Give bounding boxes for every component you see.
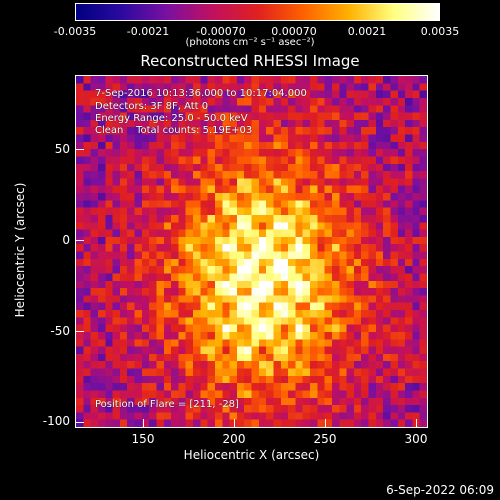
colorbar-tick-label: 0.0035 bbox=[420, 25, 460, 38]
y-tick bbox=[76, 331, 84, 332]
annotation-clean-counts: Clean Total counts: 5.19E+03 bbox=[95, 125, 253, 136]
plot-frame bbox=[75, 75, 428, 428]
colorbar-units: (photons cm⁻² s⁻¹ asec⁻²) bbox=[185, 37, 315, 48]
annotation-flare-position: Position of Flare = [211, -28] bbox=[95, 399, 239, 410]
rhessi-image bbox=[76, 76, 427, 427]
x-tick bbox=[143, 419, 144, 427]
colorbar-tick-label: 0.00070 bbox=[271, 25, 317, 38]
annotation-energy-range: Energy Range: 25.0 - 50.0 keV bbox=[95, 113, 248, 124]
x-tick-label: 150 bbox=[131, 432, 155, 446]
colorbar-tick-label: -0.00070 bbox=[196, 25, 246, 38]
y-tick-label: 0 bbox=[62, 233, 70, 247]
colorbar-tick-label: -0.0035 bbox=[53, 25, 97, 38]
x-axis-title: Heliocentric X (arcsec) bbox=[183, 448, 320, 462]
colorbar bbox=[75, 3, 440, 21]
x-tick-label: 250 bbox=[313, 432, 337, 446]
x-tick-label: 300 bbox=[404, 432, 428, 446]
footer-date: 6-Sep-2022 06:09 bbox=[386, 483, 494, 497]
y-tick-label: 50 bbox=[54, 142, 70, 156]
y-tick-label: -100 bbox=[42, 414, 70, 428]
x-tick bbox=[234, 419, 235, 427]
annotation-detectors: Detectors: 3F 8F, Att 0 bbox=[95, 101, 209, 112]
x-tick bbox=[416, 419, 417, 427]
colorbar-tick-label: 0.0021 bbox=[347, 25, 387, 38]
annotation-time-range: 7-Sep-2016 10:13:36.000 to 10:17:04.000 bbox=[95, 88, 307, 99]
colorbar-tick-label: -0.0021 bbox=[126, 25, 170, 38]
x-tick-label: 200 bbox=[222, 432, 246, 446]
y-axis-title: Heliocentric Y (arcsec) bbox=[13, 182, 27, 318]
y-tick-label: -50 bbox=[50, 324, 70, 338]
image-title: Reconstructed RHESSI Image bbox=[140, 52, 360, 70]
y-tick bbox=[76, 240, 84, 241]
y-tick bbox=[76, 422, 84, 423]
y-tick bbox=[76, 149, 84, 150]
x-tick bbox=[325, 419, 326, 427]
